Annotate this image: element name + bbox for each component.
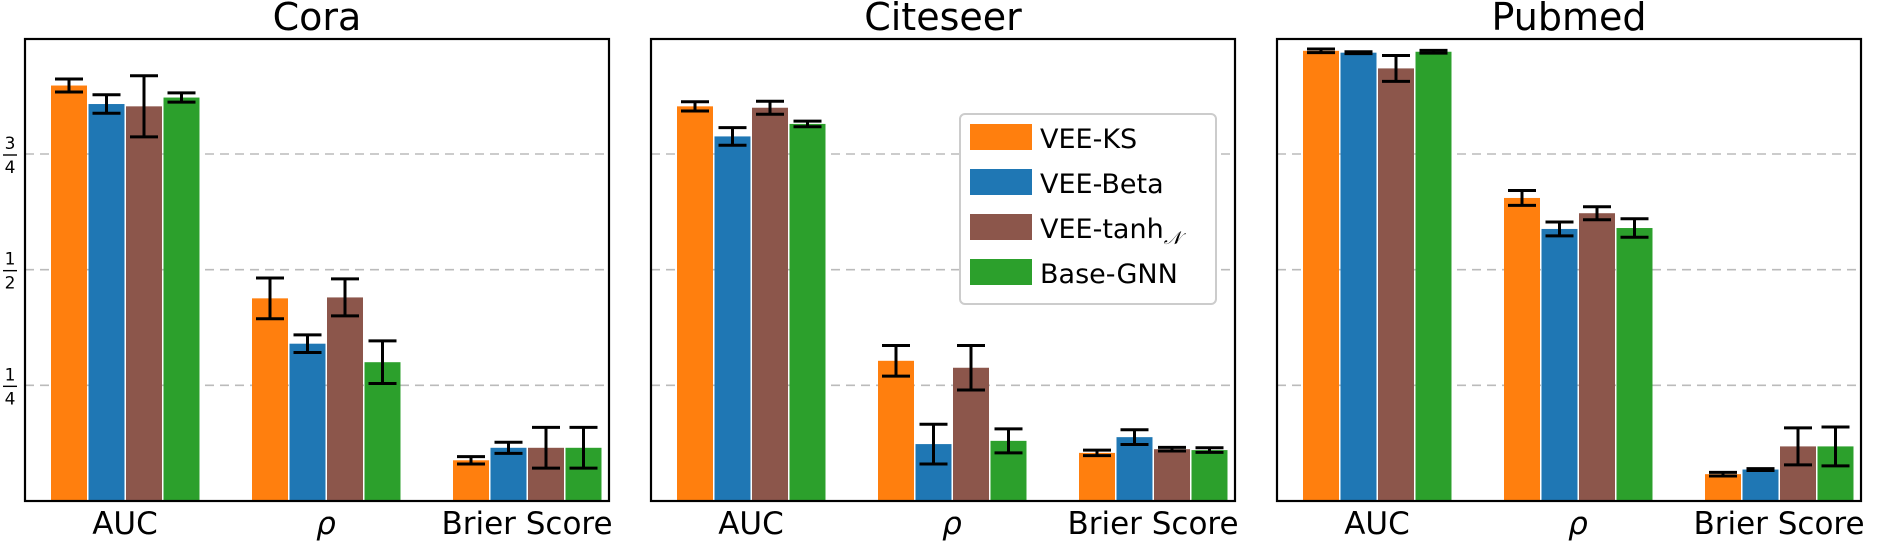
bar-vee-beta-0 [714,136,751,501]
y-tick-denominator: 4 [5,158,16,178]
bar-vee-beta-1 [1541,228,1578,501]
legend-swatch-vee-beta [970,169,1032,195]
bar-vee-ks-2 [1079,452,1115,501]
bar-vee-ks-0 [51,85,87,501]
bar-vee-beta-0 [1340,52,1377,502]
bar-vee-ks-0 [1303,50,1339,502]
bar-vee-beta-0 [88,104,125,502]
y-tick-numerator: 1 [5,250,16,270]
bar-vee-tanh-0 [126,106,162,501]
axes-frame [23,37,611,503]
legend-swatch-vee-ks [970,124,1032,150]
x-tick-label: Brier Score [1693,506,1864,542]
panel-cora: Cora AUC ρ Brier Score 1 4 1 2 3 4 [3,0,613,542]
x-tick-label: ρ [1568,506,1588,542]
legend-label: Base-GNN [1040,259,1178,290]
panel-title: Cora [273,0,362,39]
legend-swatch-vee-tanh [970,214,1032,240]
y-tick-numerator: 3 [5,134,16,154]
bar-vee-tanh-0 [1378,68,1414,501]
panel-pubmed: Pubmed AUC ρ Brier Score [1275,0,1865,542]
bar-base-gnn-0 [789,123,826,501]
panel-title: Pubmed [1492,0,1647,39]
bar-vee-tanh-1 [327,297,363,501]
legend-box [959,113,1217,305]
bar-vee-ks-2 [453,460,489,501]
bar-vee-ks-1 [252,298,288,501]
y-tick-numerator: 1 [5,365,16,385]
bar-vee-ks-1 [1504,197,1540,501]
x-tick-label: ρ [942,506,962,542]
bar-vee-tanh-1 [1579,213,1615,502]
bar-base-gnn-0 [1415,51,1452,501]
x-tick-label: AUC [1344,506,1410,542]
bar-vee-ks-2 [1705,474,1741,501]
panel-citeseer: Citeseer AUC ρ Brier Score [649,0,1239,542]
y-tick-denominator: 2 [5,274,16,294]
x-tick-label: AUC [92,506,158,542]
bar-vee-beta-1 [289,343,326,501]
x-tick-label: AUC [718,506,784,542]
bar-vee-ks-0 [677,106,713,501]
bar-base-gnn-1 [364,362,401,501]
bar-base-gnn-2 [1191,450,1228,501]
x-tick-label: Brier Score [441,506,612,542]
bar-base-gnn-1 [1616,228,1653,501]
panel-title: Citeseer [864,0,1022,39]
x-tick-label: ρ [316,506,336,542]
bar-vee-ks-1 [878,360,914,501]
axes-frame [1275,37,1863,503]
axes-frame [649,37,1237,503]
bar-vee-beta-2 [1742,469,1779,501]
legend-label: VEE-Beta [1040,169,1164,200]
legend-swatch-base-gnn [970,259,1032,285]
y-tick-denominator: 4 [5,389,16,409]
bar-vee-tanh-2 [1154,449,1190,501]
bar-vee-beta-2 [490,447,527,501]
x-tick-label: Brier Score [1067,506,1238,542]
legend-label: VEE-KS [1040,124,1137,155]
bar-vee-beta-2 [1116,437,1153,501]
bar-base-gnn-0 [163,97,200,502]
bar-vee-tanh-0 [752,107,788,501]
